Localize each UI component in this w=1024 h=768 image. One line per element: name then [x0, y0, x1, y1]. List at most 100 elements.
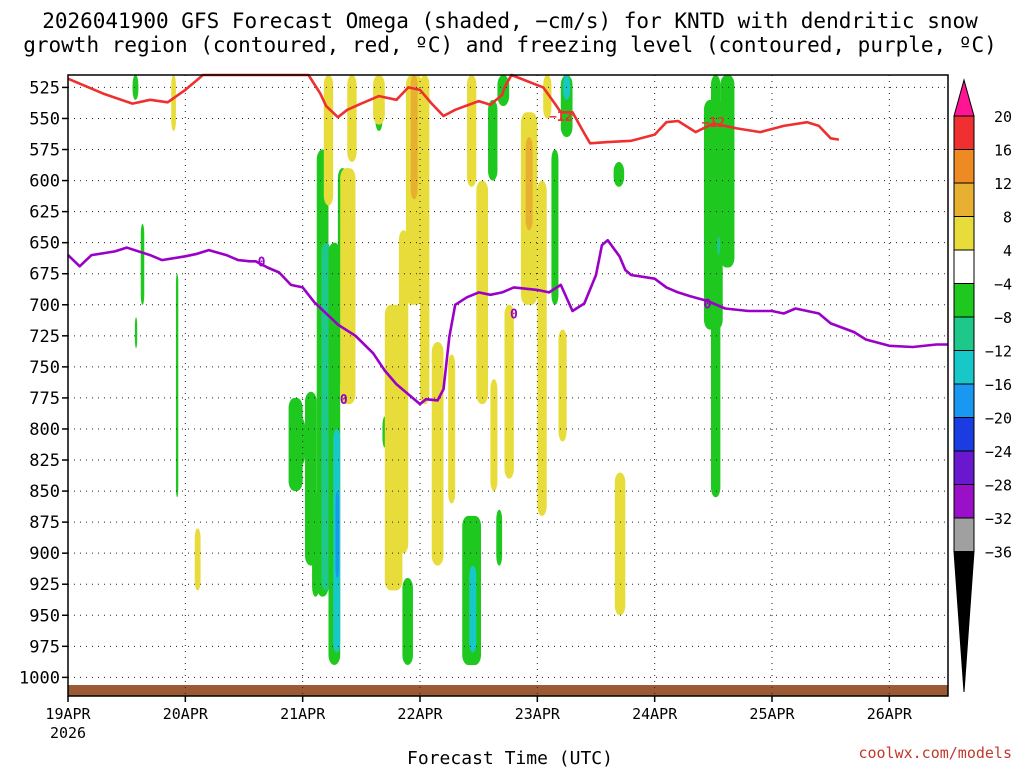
- colorbar-segment-10: [953, 450, 975, 485]
- y-tick-label-625: 625: [29, 203, 60, 223]
- omega-region-51: [703, 99, 723, 330]
- omega-region-0: [132, 75, 139, 100]
- x-tick-label-25apr: 25APR: [749, 705, 795, 723]
- y-tick-label-575: 575: [29, 141, 60, 161]
- omega-region-25: [410, 75, 418, 200]
- colorbar-tick-label-3: 8: [1003, 209, 1012, 227]
- y-tick-label-550: 550: [29, 109, 60, 129]
- colorbar-top-arrow: [953, 78, 975, 117]
- y-tick-label-850: 850: [29, 482, 60, 502]
- y-tick-label-675: 675: [29, 265, 60, 285]
- omega-region-26: [420, 75, 430, 405]
- plot-frame: [67, 74, 949, 697]
- colorbar-tick-label-6: −8: [994, 309, 1012, 327]
- omega-region-33: [466, 75, 477, 187]
- y-tick-label-1000: 1000: [19, 668, 60, 688]
- x-tick-label-24apr: 24APR: [632, 705, 678, 723]
- omega-region-36: [496, 509, 503, 566]
- x-tick-label-20apr: 20APR: [163, 705, 209, 723]
- colorbar-tick-label-5: −4: [994, 276, 1012, 294]
- dendritic-contour-label-1: −12: [702, 116, 725, 131]
- y-tick-label-525: 525: [29, 78, 60, 98]
- y-tick-label-925: 925: [29, 575, 60, 595]
- colorbar-segment-4: [953, 249, 975, 284]
- omega-region-49: [614, 472, 626, 616]
- x-tick-label-22apr: 22APR: [397, 705, 443, 723]
- colorbar-segment-0: [953, 115, 975, 150]
- colorbar-segment-5: [953, 283, 975, 318]
- omega-region-4: [134, 317, 138, 349]
- omega-region-1: [171, 75, 176, 131]
- y-axis-ticks: 525 550 575 600 625 650 675 700 725 750 775 800 825 8…: [19, 78, 68, 688]
- y-tick-label-900: 900: [29, 544, 60, 564]
- ground-surface: [68, 685, 948, 696]
- colorbar-tick-label-11: −28: [985, 477, 1012, 495]
- colorbar-bottom-arrow: [953, 551, 975, 693]
- omega-region-14: [335, 491, 340, 579]
- x-tick-label-21apr: 21APR: [280, 705, 326, 723]
- omega-shading-layer: [132, 75, 735, 665]
- y-tick-label-975: 975: [29, 637, 60, 657]
- y-tick-label-750: 750: [29, 358, 60, 378]
- x-tick-label-23apr: 23APR: [515, 705, 561, 723]
- colorbar-segment-12: [953, 517, 975, 552]
- colorbar-segment-1: [953, 149, 975, 184]
- colorbar-tick-label-0: 20: [994, 108, 1012, 126]
- freezing-contour-label-2: 0: [510, 307, 518, 322]
- y-tick-label-800: 800: [29, 420, 60, 440]
- chart-title-line-1: 2026041900 GFS Forecast Omega (shaded, −…: [42, 9, 978, 33]
- omega-region-37: [488, 99, 498, 181]
- colorbar: 20 16 12 8 4 −4 −8 −12 −16 −20 −24 −28 −32 −36: [953, 78, 1012, 693]
- omega-region-41: [525, 137, 533, 231]
- freezing-contour-label-3: 0: [704, 298, 712, 313]
- x-axis-ticks: 19APR 20APR 21APR 22APR 23APR 24APR 25APR 26APR: [45, 696, 913, 723]
- colorbar-tick-label-13: −36: [985, 544, 1012, 562]
- omega-region-11: [321, 242, 331, 591]
- omega-region-44: [551, 149, 559, 305]
- y-tick-label-600: 600: [29, 172, 60, 192]
- y-tick-label-775: 775: [29, 389, 60, 409]
- y-tick-label-875: 875: [29, 513, 60, 533]
- colorbar-segment-7: [953, 350, 975, 385]
- omega-region-18: [347, 75, 357, 162]
- colorbar-segment-6: [953, 316, 975, 351]
- colorbar-tick-label-7: −12: [985, 343, 1012, 361]
- colorbar-segment-3: [953, 216, 975, 251]
- colorbar-tick-label-1: 16: [994, 142, 1012, 160]
- colorbar-tick-label-2: 12: [994, 175, 1012, 193]
- freezing-contour-label-0: 0: [258, 255, 266, 270]
- colorbar-segment-11: [953, 484, 975, 519]
- colorbar-tick-label-4: 4: [1003, 242, 1012, 260]
- omega-region-16: [323, 75, 334, 206]
- omega-region-48: [613, 161, 625, 187]
- y-tick-label-700: 700: [29, 296, 60, 316]
- credit-text: coolwx.com/models: [858, 744, 1012, 762]
- omega-region-29: [448, 354, 456, 504]
- omega-region-21: [402, 578, 413, 665]
- x-axis-label: Forecast Time (UTC): [407, 748, 613, 768]
- chart-title-line-2: growth region (contoured, red, ºC) and f…: [23, 33, 997, 57]
- omega-region-5: [194, 528, 201, 591]
- colorbar-tick-label-12: −32: [985, 510, 1012, 528]
- omega-region-3: [140, 224, 145, 305]
- y-tick-label-825: 825: [29, 451, 60, 471]
- omega-region-17: [340, 168, 356, 405]
- colorbar-segment-2: [953, 182, 975, 217]
- omega-region-43: [543, 75, 552, 119]
- y-tick-label-725: 725: [29, 327, 60, 347]
- ground-layer: [68, 685, 948, 696]
- omega-region-28: [431, 342, 444, 566]
- colorbar-segment-9: [953, 417, 975, 452]
- omega-region-45: [558, 329, 567, 442]
- omega-region-32: [471, 596, 476, 641]
- omega-region-7: [293, 416, 306, 467]
- y-tick-label-950: 950: [29, 606, 60, 626]
- colorbar-tick-label-10: −24: [985, 443, 1012, 461]
- omega-region-2: [175, 273, 179, 498]
- x-axis-year: 2026: [50, 724, 86, 742]
- colorbar-tick-label-9: −20: [985, 410, 1012, 428]
- omega-region-39: [504, 304, 514, 479]
- x-tick-label-19apr: 19APR: [45, 705, 91, 723]
- omega-region-52: [720, 75, 735, 268]
